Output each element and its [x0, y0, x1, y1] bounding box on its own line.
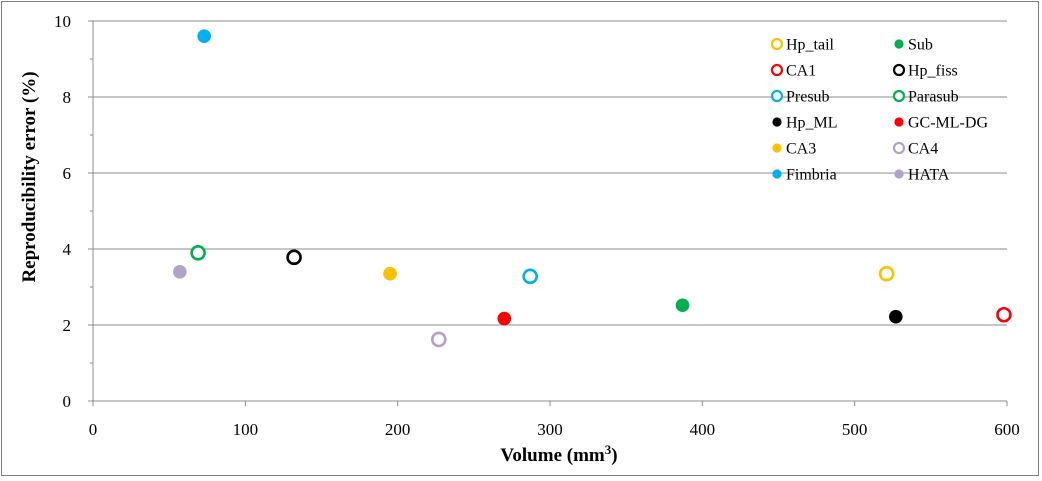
y-axis-title: Reproducibility error (%)	[19, 71, 40, 282]
legend-label: Hp_ML	[786, 115, 838, 132]
y-tick-label: 2	[63, 316, 72, 335]
x-tick-label: 600	[994, 420, 1020, 439]
legend-item-fimbria: Fimbria	[772, 167, 837, 184]
legend-item-sub: Sub	[894, 37, 933, 54]
x-tick-label: 200	[385, 420, 411, 439]
point-ca4	[430, 331, 447, 348]
legend-marker-hp-fiss	[892, 63, 906, 77]
y-tick-label: 6	[63, 164, 72, 183]
legend-marker-hata	[894, 169, 904, 179]
x-axis-title: Volume (mm3)	[500, 442, 617, 466]
point-ca1	[996, 306, 1012, 323]
legend-item-hp-fiss: Hp_fiss	[892, 63, 958, 80]
legend-marker-hp-ml	[772, 117, 782, 127]
legend-marker-presub	[770, 89, 784, 103]
point-parasub	[190, 245, 206, 261]
legend-label: CA1	[786, 63, 816, 80]
legend-label: Hp_fiss	[908, 63, 958, 80]
legend-item-hata: HATA	[894, 167, 950, 184]
x-tick-label: 400	[690, 420, 716, 439]
gridlines	[93, 20, 1007, 326]
legend-item-ca1: CA1	[770, 63, 816, 80]
point-gc-ml-dg	[497, 311, 512, 326]
x-tick-label: 0	[89, 420, 98, 439]
legend-item-ca4: CA4	[892, 141, 938, 158]
legend-marker-ca1	[770, 63, 784, 77]
x-axis-title-superscript: 3	[605, 442, 612, 457]
y-tick-label: 10	[54, 12, 71, 31]
y-tick-label: 0	[63, 392, 72, 411]
y-tick-label: 4	[63, 240, 72, 259]
legend-label: Fimbria	[786, 167, 837, 184]
legend-label: GC-ML-DG	[908, 115, 988, 132]
legend-marker-hp-tail	[770, 37, 784, 51]
point-hata	[173, 265, 187, 279]
x-axis-title-main: Volume (mm	[500, 445, 604, 466]
x-tick-label: 100	[233, 420, 259, 439]
legend-item-hp-ml: Hp_ML	[772, 115, 838, 132]
legend-label: Hp_tail	[786, 37, 835, 54]
x-axis-title-end: )	[611, 445, 617, 466]
legend-label: Presub	[786, 89, 830, 106]
legend-item-gc-ml-dg: GC-ML-DG	[894, 115, 988, 132]
legend-item-ca3: CA3	[772, 141, 816, 158]
x-tick-label: 500	[842, 420, 868, 439]
legend-label: CA3	[786, 141, 816, 158]
point-hp-tail	[878, 265, 895, 282]
legend: Hp_tail Sub CA1 Hp_fiss Presub Parasub Hp_ML GC…	[770, 37, 988, 184]
legend-marker-gc-ml-dg	[894, 117, 904, 127]
x-tick-label: 300	[537, 420, 563, 439]
point-sub	[675, 298, 690, 313]
legend-item-parasub: Parasub	[892, 89, 959, 106]
point-presub	[522, 268, 538, 285]
legend-item-hp-tail: Hp_tail	[770, 37, 835, 54]
point-hp-ml	[888, 309, 903, 324]
legend-marker-ca3	[772, 143, 782, 153]
data-points	[173, 29, 1012, 348]
legend-label: Parasub	[908, 89, 959, 106]
legend-marker-fimbria	[772, 169, 782, 179]
y-tick-label: 8	[63, 88, 72, 107]
legend-label: Sub	[908, 37, 933, 54]
point-fimbria	[197, 29, 212, 43]
legend-label: HATA	[908, 167, 950, 184]
point-hp-fiss	[286, 249, 302, 266]
legend-marker-parasub	[892, 89, 906, 103]
legend-label: CA4	[908, 141, 938, 158]
legend-marker-ca4	[892, 141, 906, 155]
point-ca3	[383, 266, 397, 281]
legend-item-presub: Presub	[770, 89, 830, 106]
legend-marker-sub	[894, 39, 904, 49]
